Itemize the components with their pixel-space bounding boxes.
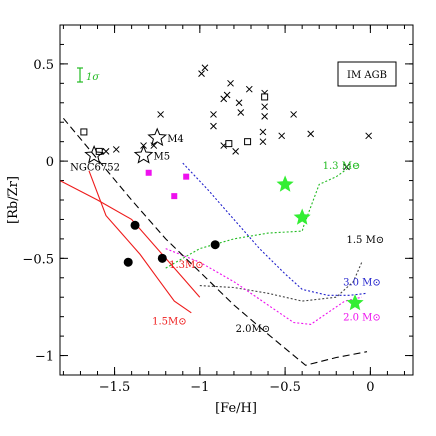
- x-axis-label: [Fe/H]: [215, 401, 257, 416]
- filled-circle-point: [210, 240, 220, 250]
- x-tick-label: −0.5: [269, 380, 301, 395]
- model-curve-4: [62, 117, 368, 366]
- model-curve-3: [165, 248, 362, 325]
- curve-label: 1.3M⊙: [169, 260, 204, 271]
- plot-frame: [59, 24, 414, 376]
- cross-point: [343, 163, 350, 171]
- open-star-label: NGC6752: [70, 162, 120, 173]
- cross-point: [201, 64, 209, 72]
- error-bar-indicator: 1σ: [77, 67, 100, 83]
- legend-box-text: IM AGB: [347, 70, 387, 81]
- magenta-square-point: [171, 193, 178, 200]
- open-star-label: M4: [167, 134, 184, 145]
- filled-circle-point: [123, 257, 133, 267]
- x-tick-label: −1.5: [99, 380, 131, 395]
- legend-box-frame: [337, 61, 397, 87]
- curve-label: 2.0 M⊙: [343, 313, 381, 324]
- open-star-point: [84, 144, 104, 164]
- cross-point: [220, 95, 228, 103]
- open-star-point: [147, 127, 168, 147]
- cross-point: [102, 148, 110, 155]
- cross-point: [112, 146, 120, 153]
- cross-point: [210, 122, 217, 130]
- cross-point: [307, 130, 315, 138]
- green-star-point: [346, 294, 364, 311]
- y-tick-label: 0.5: [33, 58, 54, 73]
- model-curve-5: [59, 180, 201, 298]
- x-tick-label: 0: [366, 380, 374, 395]
- cross-point: [245, 85, 253, 93]
- green-star-point: [293, 208, 311, 225]
- open-square-point: [80, 128, 88, 136]
- curve-label: 1.3 M⊙: [323, 161, 361, 172]
- cross-point: [157, 111, 164, 118]
- filled-circle-point: [157, 253, 167, 263]
- cross-point: [365, 132, 373, 140]
- axis-ticks: −1.5 −1 −0.5 0 −1 −0.5 0 0.5: [22, 24, 413, 395]
- cross-point: [259, 138, 267, 146]
- open-square-point: [261, 93, 269, 101]
- cross-point: [278, 132, 286, 140]
- open-square-point: [244, 138, 252, 146]
- cross-point: [237, 109, 245, 116]
- open-square-point: [225, 140, 233, 148]
- open-star-label: M5: [154, 151, 171, 162]
- model-curve-2: [182, 162, 368, 296]
- legend-box: IM AGB: [337, 61, 397, 87]
- y-tick-label: 0: [46, 155, 54, 170]
- y-axis-label: [Rb/Zr]: [6, 176, 21, 224]
- cross-point: [259, 128, 267, 136]
- cross-point: [235, 99, 243, 107]
- model-curve-6: [88, 170, 192, 314]
- cross-point: [227, 79, 234, 87]
- cross-point: [290, 111, 297, 118]
- cross-point: [198, 70, 205, 77]
- filled-circle-point: [130, 220, 140, 230]
- model-curve-1: [199, 261, 363, 302]
- curve-label: 2.0M⊙: [236, 324, 271, 335]
- error-bar-label: 1σ: [86, 72, 100, 83]
- curve-labels: M4 M5 NGC6752 1.3 M⊙ 1.5 M⊙ 3.0 M⊙ 2.0 M⊙ 2.0M⊙…: [70, 134, 384, 335]
- open-star-point: [133, 144, 154, 164]
- cross-point: [232, 148, 240, 155]
- curve-label: 1.5 M⊙: [346, 235, 384, 246]
- x-tick-label: −1: [190, 380, 209, 395]
- curve-label: 1.5M⊙: [152, 316, 187, 327]
- magenta-square-point: [183, 173, 190, 180]
- data-points: [80, 64, 373, 311]
- y-tick-label: −0.5: [22, 252, 54, 267]
- curve-label: 3.0 M⊙: [343, 278, 381, 289]
- cross-point: [210, 111, 217, 118]
- y-tick-label: −1: [35, 350, 54, 365]
- cross-point: [261, 113, 268, 120]
- model-curve-0: [165, 164, 359, 269]
- magenta-square-point: [145, 169, 152, 176]
- green-star-point: [276, 175, 294, 192]
- cross-point: [261, 103, 268, 111]
